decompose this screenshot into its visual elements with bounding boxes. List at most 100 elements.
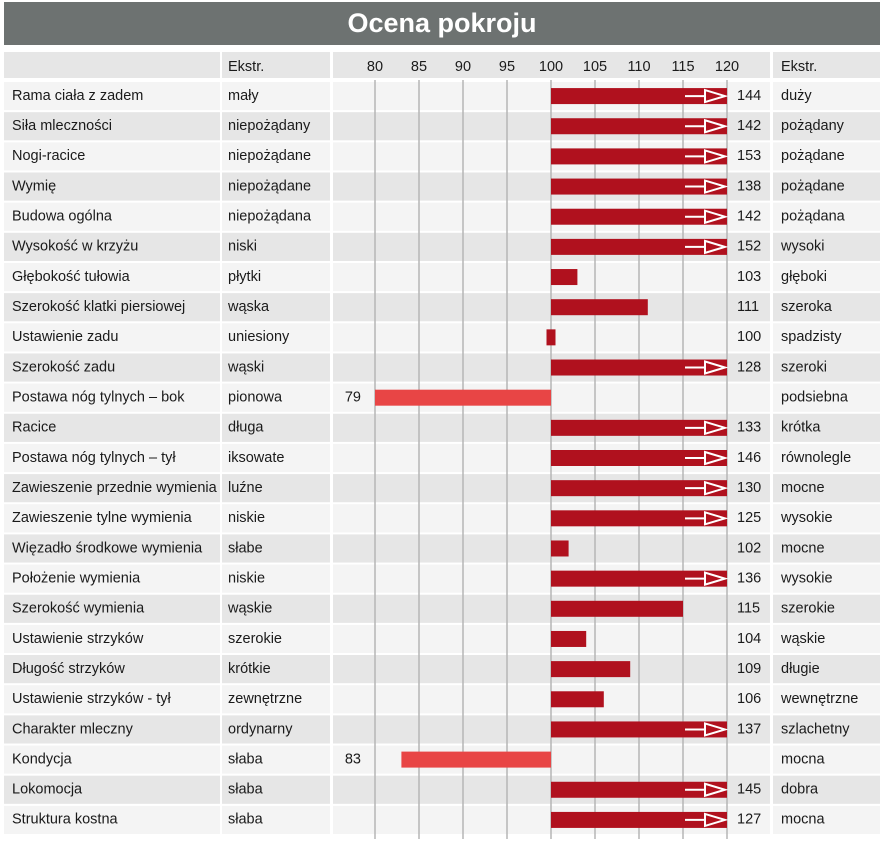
value-label: 130: [737, 480, 761, 496]
row-cell: [4, 262, 220, 292]
value-label: 111: [737, 299, 759, 315]
value-label: 109: [737, 661, 761, 677]
row-cell: [4, 142, 220, 171]
right-label: wysoki: [780, 239, 825, 255]
overflow-arrow: [704, 239, 729, 255]
value-label: 102: [737, 540, 761, 556]
row-cell: [222, 112, 330, 141]
left-label: płytki: [228, 269, 261, 285]
category-label: Nogi-racice: [12, 148, 85, 164]
category-label: Szerokość klatki piersiowej: [12, 299, 185, 315]
row-cell: [4, 443, 220, 473]
row-cell: [222, 383, 330, 412]
right-label: spadzisty: [781, 329, 842, 345]
row-cell: [222, 172, 330, 201]
value-label: 79: [345, 390, 361, 406]
header-cell: [773, 52, 880, 78]
row-cell: [4, 504, 220, 533]
bar: [551, 118, 727, 135]
right-label: szerokie: [781, 601, 835, 617]
bar: [546, 329, 556, 346]
row-cell: [773, 383, 880, 412]
row-cell: [773, 504, 880, 533]
bar: [551, 781, 727, 798]
row-cell: [773, 112, 880, 141]
bar: [551, 178, 727, 195]
value-label: 83: [345, 751, 361, 767]
bar: [551, 691, 604, 708]
bar: [551, 208, 727, 225]
category-label: Wymię: [12, 178, 56, 194]
bar: [551, 630, 587, 647]
row-cell: [773, 474, 880, 503]
bar: [551, 419, 727, 436]
right-label: pożądane: [781, 148, 845, 164]
overflow-arrow: [704, 88, 729, 104]
row-cell: [222, 293, 330, 322]
category-label: Ustawienie strzyków: [12, 631, 144, 647]
left-label: wąska: [227, 299, 270, 315]
overflow-arrow: [704, 209, 729, 225]
row-cell: [4, 715, 220, 744]
left-label: niski: [228, 239, 257, 255]
x-tick-label: 100: [539, 59, 563, 75]
row-cell: [773, 82, 880, 111]
left-label: słaba: [228, 812, 264, 828]
row-cell: [773, 293, 880, 322]
right-header: Ekstr.: [781, 59, 817, 75]
bar: [551, 269, 578, 286]
row-cell: [222, 232, 330, 261]
row-cell: [773, 353, 880, 382]
row-cell: [4, 353, 220, 382]
category-label: Zawieszenie tylne wymienia: [12, 510, 193, 526]
category-label: Kondycja: [12, 751, 73, 767]
row-cell: [4, 323, 220, 352]
row-cell: [773, 323, 880, 352]
row-cell: [222, 805, 330, 834]
row-cell: [773, 745, 880, 774]
row-cell: [773, 715, 880, 744]
overflow-arrow: [704, 450, 729, 466]
overflow-arrow: [704, 149, 729, 164]
row-cell: [4, 112, 220, 141]
right-label: szeroka: [781, 299, 833, 315]
overflow-arrow: [704, 480, 729, 496]
row-cell: [773, 685, 880, 714]
row-cell: [4, 293, 220, 322]
overflow-arrow: [704, 510, 729, 526]
right-label: pożądane: [781, 178, 845, 194]
value-label: 106: [737, 691, 761, 707]
x-tick-label: 90: [455, 59, 471, 75]
x-tick-label: 120: [715, 59, 739, 75]
right-label: wąskie: [780, 631, 825, 647]
left-label: niepożądane: [228, 178, 311, 194]
right-label: szeroki: [781, 359, 827, 375]
row-cell: [4, 745, 220, 774]
value-label: 103: [737, 269, 761, 285]
overflow-arrow: [704, 420, 729, 436]
value-label: 152: [737, 239, 761, 255]
right-label: równolegle: [781, 450, 851, 466]
bar: [551, 661, 631, 678]
category-label: Położenie wymienia: [12, 570, 141, 586]
category-label: Racice: [12, 420, 56, 436]
value-label: 133: [737, 420, 761, 436]
left-label: luźne: [228, 480, 263, 496]
bar: [551, 540, 569, 557]
overflow-arrow: [704, 722, 729, 737]
x-tick-label: 95: [499, 59, 515, 75]
value-label: 153: [737, 148, 761, 164]
overflow-arrow: [704, 179, 729, 194]
left-label: mały: [228, 88, 259, 104]
row-cell: [222, 504, 330, 533]
row-cell: [773, 262, 880, 292]
row-cell: [4, 383, 220, 412]
row-cell: [222, 715, 330, 744]
category-label: Siła mleczności: [12, 118, 112, 134]
row-cell: [773, 142, 880, 171]
right-label: mocne: [781, 480, 825, 496]
left-label: niepożądane: [228, 148, 311, 164]
row-cell: [222, 655, 330, 684]
right-label: mocne: [781, 540, 825, 556]
row-cell: [4, 594, 220, 623]
